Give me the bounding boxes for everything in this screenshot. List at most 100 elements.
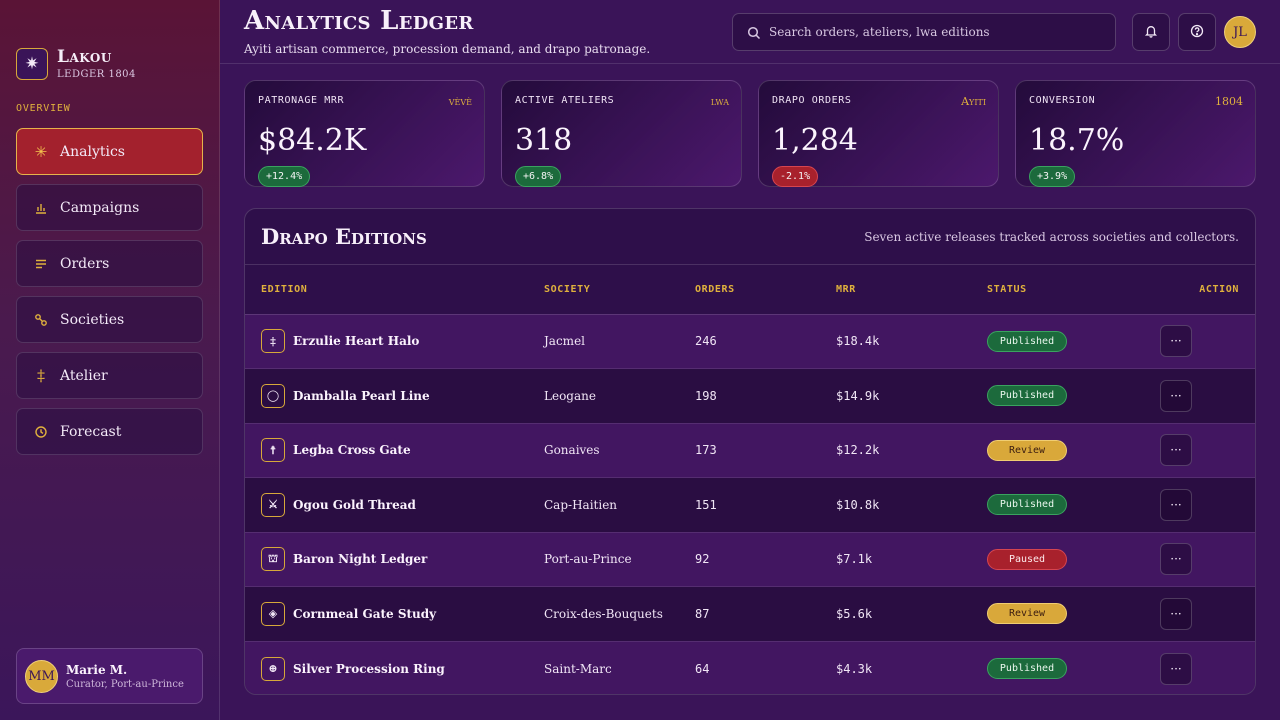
column-header-mrr[interactable]: MRR [836, 265, 987, 315]
brand-subtitle: LEDGER 1804 [57, 69, 136, 80]
table-header-row: EDITION SOCIETY ORDERS MRR STATUS ACTION [245, 265, 1255, 315]
society-cell: Leogane [544, 368, 695, 424]
mrr-cell: $4.3k [836, 661, 873, 676]
sword-icon: ⚔ [261, 492, 285, 517]
more-actions-button[interactable]: ··· [1160, 434, 1192, 467]
table-row[interactable]: ‡ Erzulie Heart Halo Jacmel 246 $18.4k Publis… [245, 314, 1255, 369]
kpi-tag: 1804 [1215, 95, 1243, 108]
double-dagger-icon: ‡ [37, 366, 45, 385]
edition: ⚔ Ogou Gold Thread [261, 492, 544, 517]
more-actions-button[interactable]: ··· [1160, 543, 1192, 576]
edition-cell: ‡ Erzulie Heart Halo [245, 314, 544, 369]
table-row[interactable]: ☨ Legba Cross Gate Gonaives 173 $12.2k Review… [245, 423, 1255, 478]
brand[interactable]: ✷ Lakou LEDGER 1804 [16, 0, 203, 96]
society-cell: Croix-des-Bouquets [544, 586, 695, 642]
main-content: Analytics Ledger Ayiti artisan commerce,… [220, 0, 1280, 720]
kpi-delta-badge: +12.4% [258, 166, 311, 187]
edition-name[interactable]: Erzulie Heart Halo [293, 334, 420, 349]
asterisk-icon: ✳ [34, 142, 48, 161]
action-cell: ··· [1159, 477, 1255, 533]
more-actions-button[interactable]: ··· [1160, 597, 1192, 630]
clock-icon [34, 425, 48, 439]
status-badge: Paused [987, 548, 1067, 570]
notifications-button[interactable] [1132, 13, 1170, 51]
bar-chart-icon [34, 201, 48, 215]
orders-cell: 92 [695, 532, 836, 587]
sidebar-item-forecast[interactable]: Forecast [16, 408, 203, 455]
edition-name[interactable]: Legba Cross Gate [293, 443, 411, 458]
action-cell: ··· [1159, 641, 1255, 694]
edition-name[interactable]: Cornmeal Gate Study [293, 606, 437, 621]
table-row[interactable]: ⛫ Baron Night Ledger Port-au-Prince 92 $7.1k… [245, 532, 1255, 587]
editions-panel: Drapo Editions Seven active releases tra… [244, 208, 1256, 695]
kpi-label: ACTIVE ATELIERS [515, 95, 615, 106]
edition-cell: ⊕ Silver Procession Ring [245, 641, 544, 694]
status-badge: Published [987, 658, 1067, 679]
status-badge: Review [987, 439, 1067, 461]
status-badge: Published [987, 494, 1067, 516]
page-title: Analytics Ledger [244, 6, 474, 36]
orders-cell: 87 [695, 586, 836, 642]
status-cell: Published [987, 314, 1159, 369]
table-row[interactable]: ⊕ Silver Procession Ring Saint-Marc 64 $4.3k… [245, 641, 1255, 694]
bell-icon [1144, 23, 1158, 42]
status-cell: Review [987, 586, 1159, 642]
sidebar-item-label: Forecast [60, 423, 122, 440]
sidebar-item-label: Orders [60, 255, 110, 272]
sidebar-item-label: Societies [60, 311, 125, 328]
edition-cell: ⚔ Ogou Gold Thread [245, 477, 544, 533]
column-header-orders[interactable]: ORDERS [695, 265, 836, 315]
action-cell: ··· [1159, 532, 1255, 587]
more-actions-button[interactable]: ··· [1160, 379, 1192, 412]
society-cell: Gonaives [544, 423, 695, 478]
kpi-card-drapo-orders: DRAPO ORDERS Ayiti 1,284 -2.1% [758, 80, 999, 187]
more-actions-button[interactable]: ··· [1160, 488, 1192, 521]
edition: ☨ Legba Cross Gate [261, 438, 544, 463]
orders-cell: 151 [695, 477, 836, 533]
help-button[interactable] [1178, 13, 1216, 51]
table-row[interactable]: ◯ Damballa Pearl Line Leogane 198 $14.9k Publ… [245, 368, 1255, 424]
cross-icon: ☨ [261, 438, 285, 463]
column-header-action: ACTION [1159, 265, 1255, 315]
orders-cell: 198 [695, 368, 836, 424]
edition-name[interactable]: Ogou Gold Thread [293, 497, 416, 512]
profile-card[interactable]: MM Marie M. Curator, Port-au-Prince [16, 648, 203, 704]
edition-name[interactable]: Damballa Pearl Line [293, 388, 430, 403]
action-cell: ··· [1159, 314, 1255, 369]
kpi-delta-badge: +6.8% [515, 166, 562, 187]
edition-name[interactable]: Baron Night Ledger [293, 552, 428, 567]
diamond-icon: ◈ [261, 601, 285, 626]
sidebar-item-societies[interactable]: Societies [16, 296, 203, 343]
avatar: MM [25, 659, 58, 693]
column-header-status[interactable]: STATUS [987, 265, 1159, 315]
more-actions-button[interactable]: ··· [1160, 325, 1192, 358]
sidebar-item-analytics[interactable]: ✳ Analytics [16, 128, 203, 175]
status-cell: Paused [987, 532, 1159, 587]
society-cell: Cap-Haitien [544, 477, 695, 533]
more-actions-button[interactable]: ··· [1160, 652, 1192, 685]
sidebar-item-orders[interactable]: Orders [16, 240, 203, 287]
column-header-society[interactable]: SOCIETY [544, 265, 695, 315]
search-input[interactable] [769, 25, 1115, 39]
mrr-cell: $10.8k [836, 477, 987, 533]
table-row[interactable]: ◈ Cornmeal Gate Study Croix-des-Bouquets 87… [245, 586, 1255, 642]
page-subtitle: Ayiti artisan commerce, procession deman… [244, 42, 651, 56]
column-header-edition[interactable]: EDITION [245, 265, 544, 315]
edition: ‡ Erzulie Heart Halo [261, 329, 544, 354]
sidebar-item-campaigns[interactable]: Campaigns [16, 184, 203, 231]
edition-name[interactable]: Silver Procession Ring [293, 661, 445, 676]
search-box[interactable] [732, 13, 1116, 51]
kpi-value: 318 [515, 123, 573, 158]
kpi-tag: Ayiti [961, 95, 986, 108]
edition-cell: ⛫ Baron Night Ledger [245, 532, 544, 587]
tomb-icon: ⛫ [261, 547, 285, 572]
table-row[interactable]: ⚔ Ogou Gold Thread Cap-Haitien 151 $10.8k Pub… [245, 477, 1255, 533]
edition: ⊕ Silver Procession Ring [261, 656, 544, 681]
panel-note: Seven active releases tracked across soc… [864, 229, 1239, 244]
user-avatar-button[interactable]: JL [1224, 16, 1256, 48]
orders-cell: 246 [695, 314, 836, 369]
edition-cell: ◯ Damballa Pearl Line [245, 368, 544, 424]
sidebar-item-atelier[interactable]: ‡ Atelier [16, 352, 203, 399]
kpi-value: 1,284 [772, 123, 858, 158]
